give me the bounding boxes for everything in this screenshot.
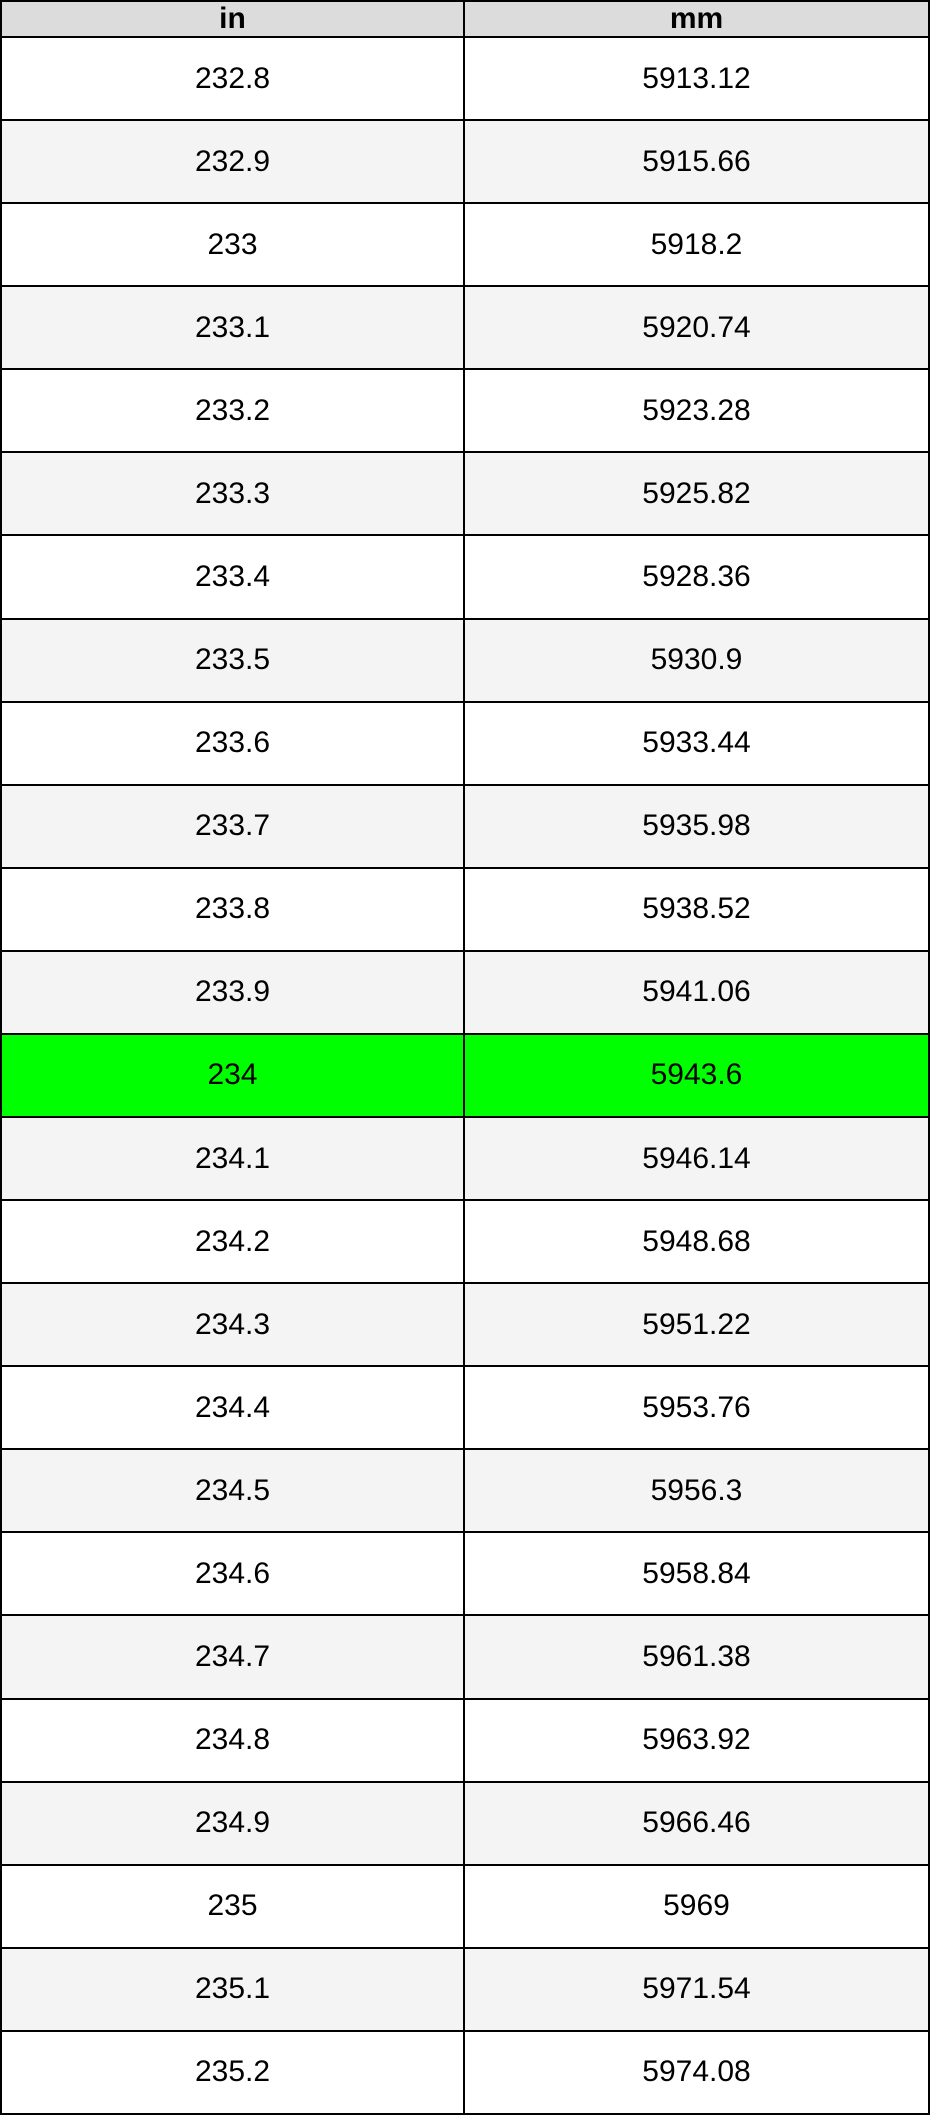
- table-row: 234.4 5953.76: [0, 1365, 930, 1451]
- table-row: 233.7 5935.98: [0, 783, 930, 869]
- table-row: 234.3 5951.22: [0, 1282, 930, 1368]
- table-cell: 234: [0, 1032, 465, 1119]
- table-cell: 234.9: [0, 1780, 465, 1866]
- table-cell: 233.9: [0, 949, 465, 1035]
- table-cell: 234.3: [0, 1282, 465, 1368]
- table-cell: 233.3: [0, 451, 465, 537]
- table-row: 234.2 5948.68: [0, 1199, 930, 1285]
- table-row: 233.3 5925.82: [0, 451, 930, 537]
- table-row: 233.4 5928.36: [0, 534, 930, 620]
- table-cell: 5946.14: [463, 1116, 930, 1202]
- table-cell: 234.5: [0, 1448, 465, 1534]
- table-row: 234.5 5956.3: [0, 1448, 930, 1534]
- table-cell: 5918.2: [463, 202, 930, 288]
- table-row: 234 5943.6: [0, 1032, 930, 1119]
- table-cell: 234.7: [0, 1614, 465, 1700]
- table-row: 233.5 5930.9: [0, 617, 930, 703]
- table-cell: 5958.84: [463, 1531, 930, 1617]
- table-cell: 5933.44: [463, 700, 930, 786]
- header-row: in mm: [0, 0, 930, 38]
- table-row: 234.8 5963.92: [0, 1697, 930, 1783]
- table-cell: 5966.46: [463, 1780, 930, 1866]
- table-row: 235.1 5971.54: [0, 1946, 930, 2032]
- table-row: 234.6 5958.84: [0, 1531, 930, 1617]
- table-cell: 233.1: [0, 285, 465, 371]
- table-row: 232.8 5913.12: [0, 35, 930, 122]
- table-row: 233.9 5941.06: [0, 949, 930, 1035]
- table-cell: 232.9: [0, 119, 465, 205]
- table-cell: 5943.6: [463, 1032, 930, 1119]
- table-cell: 5920.74: [463, 285, 930, 371]
- table-row: 234.1 5946.14: [0, 1116, 930, 1202]
- table-cell: 5956.3: [463, 1448, 930, 1534]
- table-cell: 233.8: [0, 866, 465, 952]
- table-row: 235 5969: [0, 1863, 930, 1949]
- table-cell: 233: [0, 202, 465, 288]
- table-cell: 5928.36: [463, 534, 930, 620]
- table-cell: 5953.76: [463, 1365, 930, 1451]
- table-row: 232.9 5915.66: [0, 119, 930, 205]
- table-cell: 5930.9: [463, 617, 930, 703]
- table-cell: 233.5: [0, 617, 465, 703]
- table-cell: 234.6: [0, 1531, 465, 1617]
- table-cell: 5971.54: [463, 1946, 930, 2032]
- table-cell: 5925.82: [463, 451, 930, 537]
- table-row: 234.7 5961.38: [0, 1614, 930, 1700]
- table-cell: 233.6: [0, 700, 465, 786]
- table-row: 234.9 5966.46: [0, 1780, 930, 1866]
- table-cell: 5941.06: [463, 949, 930, 1035]
- table-row: 233 5918.2: [0, 202, 930, 288]
- table-cell: 232.8: [0, 35, 465, 122]
- table-cell: 5974.08: [463, 2029, 930, 2115]
- table-cell: 5938.52: [463, 866, 930, 952]
- header-cell: in: [0, 0, 465, 38]
- table-cell: 5948.68: [463, 1199, 930, 1285]
- table-cell: 5915.66: [463, 119, 930, 205]
- table-cell: 233.4: [0, 534, 465, 620]
- table-cell: 5969: [463, 1863, 930, 1949]
- table-cell: 233.7: [0, 783, 465, 869]
- table-cell: 5961.38: [463, 1614, 930, 1700]
- table-cell: 5935.98: [463, 783, 930, 869]
- table-cell: 235.1: [0, 1946, 465, 2032]
- table-cell: 5923.28: [463, 368, 930, 454]
- table-cell: 234.4: [0, 1365, 465, 1451]
- header-cell: mm: [463, 0, 930, 38]
- table-row: 233.2 5923.28: [0, 368, 930, 454]
- table-cell: 234.2: [0, 1199, 465, 1285]
- table-cell: 5963.92: [463, 1697, 930, 1783]
- table-cell: 235: [0, 1863, 465, 1949]
- table-cell: 234.1: [0, 1116, 465, 1202]
- table-row: 235.2 5974.08: [0, 2029, 930, 2115]
- table-cell: 235.2: [0, 2029, 465, 2115]
- table-row: 233.8 5938.52: [0, 866, 930, 952]
- table-cell: 5951.22: [463, 1282, 930, 1368]
- table-row: 233.6 5933.44: [0, 700, 930, 786]
- table-row: 233.1 5920.74: [0, 285, 930, 371]
- table-cell: 233.2: [0, 368, 465, 454]
- table-cell: 234.8: [0, 1697, 465, 1783]
- table-cell: 5913.12: [463, 35, 930, 122]
